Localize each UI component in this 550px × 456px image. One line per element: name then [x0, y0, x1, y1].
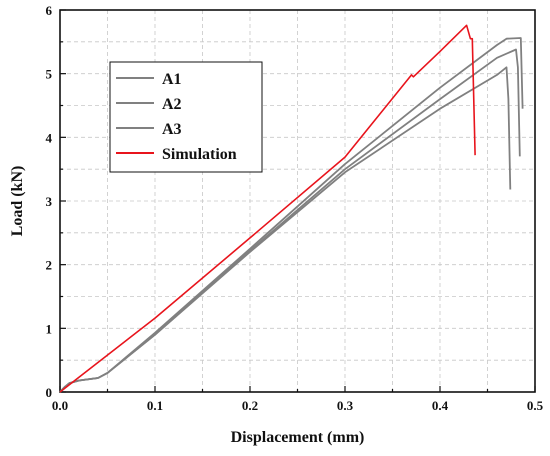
x-axis-title: Displacement (mm): [231, 429, 365, 446]
legend-label: A3: [162, 121, 182, 138]
axis-ticks: 0.0 0.1 0.2 0.3 0.4 0.5 0 1 2 3 4 5 6: [46, 3, 544, 413]
legend-label: Simulation: [162, 146, 237, 163]
legend-label: A1: [162, 71, 182, 88]
legend: A1 A2 A3 Simulation: [109, 61, 263, 173]
y-tick-label: 4: [46, 130, 53, 145]
y-tick-label: 6: [46, 3, 53, 18]
y-tick-label: 3: [46, 194, 53, 209]
x-tick-label: 0.3: [337, 398, 354, 413]
legend-label: A2: [162, 96, 182, 113]
x-tick-label: 0.4: [432, 398, 449, 413]
series-line-simulation: [59, 24, 476, 393]
y-axis-title: Load (kN): [9, 166, 26, 237]
y-tick-label: 2: [46, 258, 53, 273]
x-tick-label: 0.1: [147, 398, 163, 413]
y-tick-label: 0: [46, 385, 53, 400]
y-tick-label: 1: [46, 321, 53, 336]
x-tick-label: 0.0: [52, 398, 68, 413]
x-tick-label: 0.5: [527, 398, 544, 413]
y-tick-label: 5: [46, 67, 53, 82]
series-lines: [59, 24, 524, 393]
x-tick-label: 0.2: [242, 398, 258, 413]
